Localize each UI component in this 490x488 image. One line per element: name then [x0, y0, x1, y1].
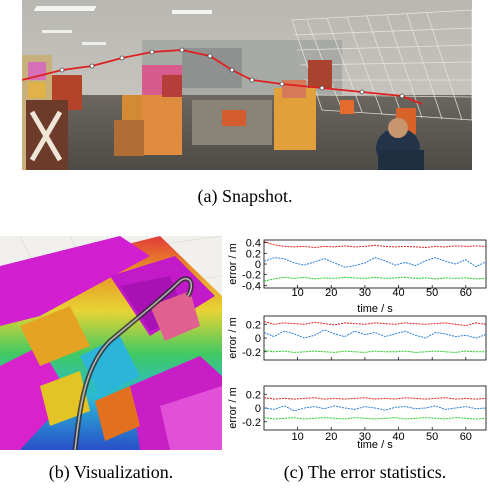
x-tick-label: 60 [460, 287, 472, 299]
x-tick-label: 50 [426, 431, 438, 443]
series-line [263, 321, 487, 327]
y-tick-label: 0.2 [246, 319, 261, 331]
y-tick-label: -0.2 [242, 417, 261, 429]
x-tick-label: 20 [325, 287, 337, 299]
series-line [263, 276, 487, 282]
series-line [263, 349, 486, 353]
x-tick-label: 10 [292, 431, 304, 443]
y-tick-label: -0.4 [242, 280, 261, 292]
x-tick-label: 40 [392, 287, 404, 299]
y-tick-label: 0 [255, 403, 261, 415]
3d-map-visualization-icon [0, 236, 222, 450]
series-line [263, 417, 487, 420]
x-axis-label: time / s [357, 303, 393, 315]
x-tick-label: 20 [325, 431, 337, 443]
x-tick-label: 40 [392, 431, 404, 443]
x-tick-label: 10 [292, 287, 304, 299]
photo-snapshot-icon [22, 0, 472, 170]
y-axis-label: error / m [227, 317, 239, 359]
x-tick-label: 30 [359, 287, 371, 299]
x-tick-label: 30 [359, 431, 371, 443]
snapshot-photo [22, 0, 472, 170]
series-line [263, 241, 487, 249]
y-tick-label: 0 [255, 259, 261, 271]
y-tick-label: -0.2 [242, 347, 261, 359]
error-statistics-charts: 0.4 0.2 0 -0.2 -0.4 10 20 30 40 50 60 error / m time… [226, 230, 490, 452]
y-axis-label: error / m [227, 243, 239, 285]
y-tick-label: 0.2 [246, 389, 261, 401]
series-line [263, 257, 487, 268]
x-tick-label: 60 [460, 431, 472, 443]
series-line [263, 405, 487, 412]
series-line [263, 329, 487, 339]
y-tick-label: -0.2 [242, 270, 261, 282]
x-tick-label: 50 [426, 287, 438, 299]
caption-error-statistics: (c) The error statistics. [283, 462, 447, 482]
visualization-map [0, 236, 222, 450]
y-tick-label: 0.4 [246, 238, 261, 250]
y-tick-label: 0 [255, 333, 261, 345]
y-tick-label: 0.2 [246, 248, 261, 260]
caption-snapshot: (a) Snapshot. [197, 186, 293, 206]
series-line [263, 397, 487, 400]
y-axis-label: error / m [227, 387, 239, 429]
x-axis-label: time / s [357, 439, 393, 451]
caption-visualization: (b) Visualization. [48, 462, 174, 482]
